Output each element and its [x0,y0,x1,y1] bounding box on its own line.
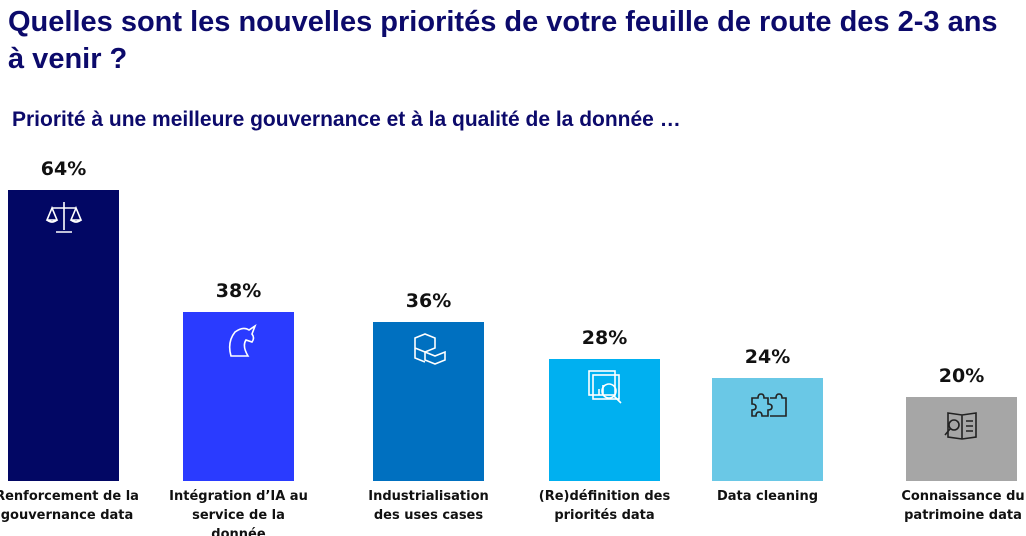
data-label: 38% [215,280,262,303]
bar [373,321,484,481]
category-label: Intégration d’IA au service de la donnée [169,489,308,536]
bar [712,378,823,481]
building-blocks-icon [409,330,449,370]
data-label: 36% [405,289,452,312]
scales-icon [44,198,84,238]
document-search-icon [942,405,982,445]
category-label: Industrialisation des uses cases [368,489,489,523]
data-analysis-icon [585,367,625,407]
category-label: (Re)définition des priorités data [538,489,671,523]
unicorn-icon [219,320,259,360]
bar [8,190,119,481]
bar [183,312,294,481]
data-label: 20% [938,365,985,387]
category-label: Data cleaning [716,489,819,504]
data-label: 64% [40,158,87,181]
data-label: 24% [744,346,791,369]
category-label: Connaissance du patrimoine data [901,489,1025,523]
bar [549,359,660,481]
category-label: Renforcement de la gouvernance data [0,489,139,523]
puzzle-icon [748,386,788,426]
page-title: Quelles sont les nouvelles priorités de … [8,6,998,75]
subtitle: Priorité à une meilleure gouvernance et … [12,108,681,131]
data-label: 28% [581,327,628,350]
